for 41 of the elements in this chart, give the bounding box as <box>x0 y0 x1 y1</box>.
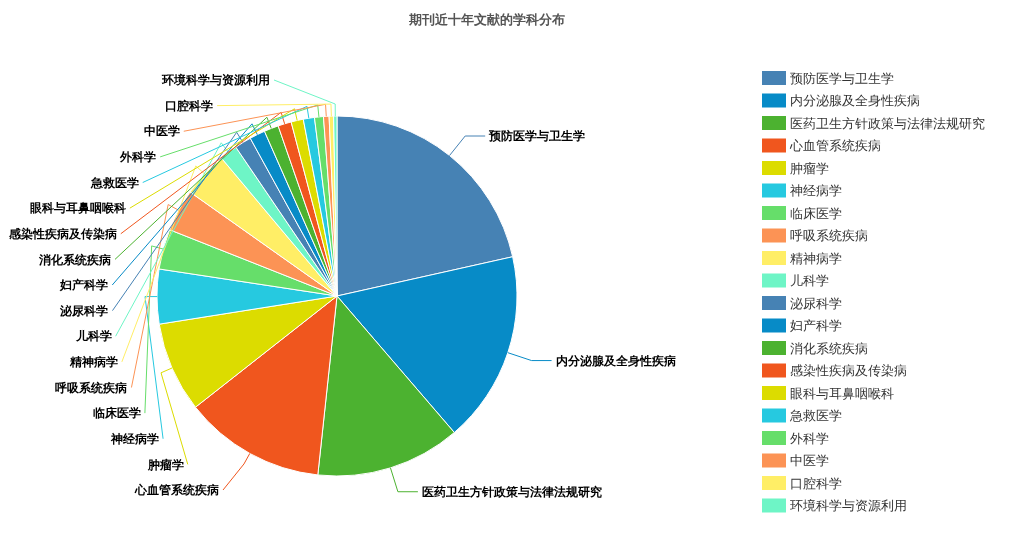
legend-label: 中医学 <box>790 453 829 469</box>
legend-label: 呼吸系统疾病 <box>790 228 868 244</box>
slice-label: 急救医学 <box>89 175 139 190</box>
slice-label: 感染性疾病及传染病 <box>7 226 117 241</box>
legend-label: 妇产科学 <box>790 318 842 334</box>
slice-label: 内分泌腺及全身性疾病 <box>555 353 676 368</box>
legend-label: 眼科与耳鼻咽喉科 <box>790 385 894 401</box>
slice-label: 消化系统疾病 <box>38 252 111 267</box>
slice-label: 神经病学 <box>110 431 160 446</box>
legend-label: 急救医学 <box>789 408 842 424</box>
legend-label: 肿瘤学 <box>790 160 829 176</box>
legend-label: 消化系统疾病 <box>790 340 868 356</box>
slice-label: 医药卫生方针政策与法律法规研究 <box>421 484 602 499</box>
legend-label: 医药卫生方针政策与法律法规研究 <box>790 115 985 131</box>
legend-label: 泌尿科学 <box>790 295 842 311</box>
slice-label: 精神病学 <box>68 355 118 370</box>
legend-label: 感染性疾病及传染病 <box>790 363 907 379</box>
legend-label: 神经病学 <box>790 183 842 199</box>
slice-label: 心血管系统疾病 <box>134 483 220 498</box>
legend-label: 儿科学 <box>790 273 829 289</box>
legend-label: 临床医学 <box>790 205 842 221</box>
slice-label: 肿瘤学 <box>146 457 184 472</box>
slice-label: 外科学 <box>119 150 157 165</box>
legend-label: 环境科学与资源利用 <box>790 498 907 514</box>
slice-label: 中医学 <box>143 124 180 139</box>
legend-label: 内分泌腺及全身性疾病 <box>790 93 920 109</box>
slice-label: 妇产科学 <box>59 278 109 293</box>
slice-label: 临床医学 <box>92 406 141 421</box>
chart-title: 期刊近十年文献的学科分布 <box>408 12 565 27</box>
slice-label: 口腔科学 <box>165 98 214 113</box>
legend-label: 心血管系统疾病 <box>789 138 881 154</box>
slice-label: 环境科学与资源利用 <box>161 73 270 88</box>
legend-label: 预防医学与卫生学 <box>790 70 894 86</box>
legend-label: 精神病学 <box>790 250 842 266</box>
slice-label: 预防医学与卫生学 <box>488 129 586 144</box>
legend-label: 外科学 <box>790 430 829 446</box>
legend-label: 口腔科学 <box>790 475 842 491</box>
slice-label: 眼科与耳鼻咽喉科 <box>29 201 126 216</box>
slice-label: 儿科学 <box>74 329 112 344</box>
slice-label: 呼吸系统疾病 <box>55 380 128 395</box>
slice-label: 泌尿科学 <box>59 303 109 318</box>
